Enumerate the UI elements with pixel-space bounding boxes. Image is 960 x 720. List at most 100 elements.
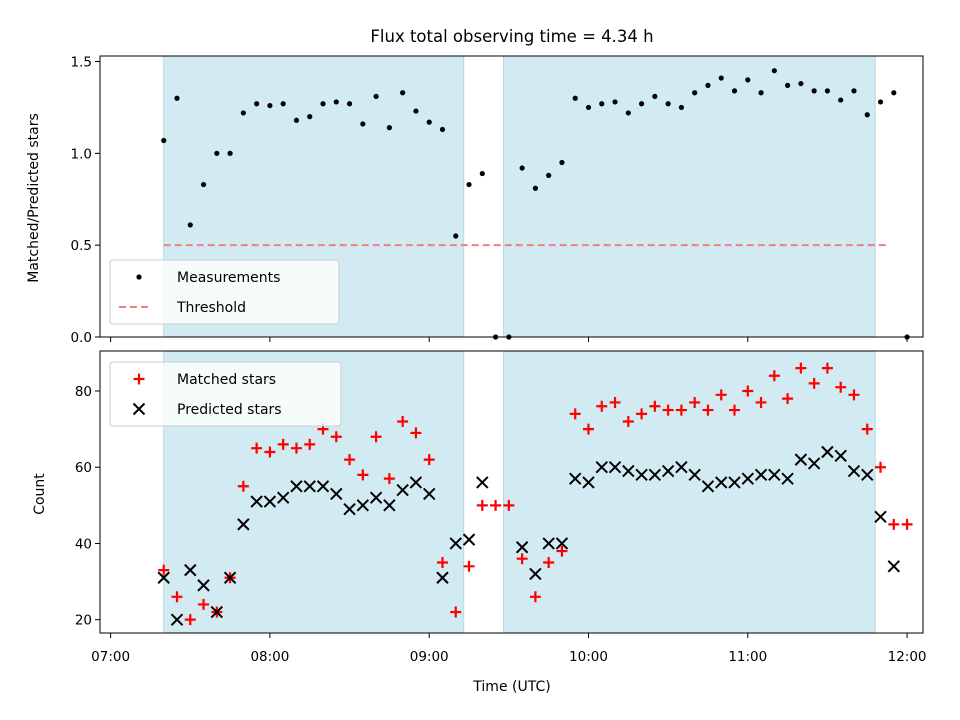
measurement-point: [293, 117, 300, 123]
measurement-point: [400, 90, 406, 96]
y-tick-label: 80: [75, 384, 92, 400]
matched-star-point: [782, 393, 794, 405]
predicted-star-point: [794, 453, 808, 466]
measurement-point: [665, 101, 671, 107]
matched-star-point: [330, 431, 342, 443]
matched-star-point: [689, 396, 701, 408]
predicted-star-point: [754, 468, 768, 482]
measurement-point: [864, 112, 870, 118]
measurement-point: [267, 102, 273, 109]
measurement-point: [546, 172, 552, 178]
measurement-point: [413, 108, 419, 114]
measurement-point: [838, 97, 844, 103]
matched-star-point: [277, 438, 289, 450]
matched-star-point: [622, 416, 634, 427]
bottom-axes: 20 40 60 80 07:00 08:00 09:00 10:00 11:00 12:00: [75, 350, 927, 665]
matched-star-point: [450, 606, 462, 618]
measurement-point: [785, 82, 791, 88]
measurement-point: [877, 99, 884, 105]
matched-star-point: [875, 461, 887, 473]
predicted-star-point: [847, 464, 861, 478]
matched-star-point: [476, 499, 488, 511]
matched-star-point: [556, 545, 568, 557]
predicted-star-point: [409, 476, 423, 489]
top-plot-data: [161, 68, 910, 340]
predicted-star-point: [184, 563, 197, 577]
y-tick-label: 40: [75, 536, 92, 552]
measurement-point: [373, 93, 379, 100]
matched-star-point: [861, 423, 873, 435]
predicted-star-point: [157, 571, 170, 584]
measurement-point: [453, 233, 459, 239]
matched-star-point: [158, 564, 170, 576]
matched-star-point: [729, 404, 741, 416]
measurement-point: [479, 170, 485, 177]
y-tick-label: 0.5: [71, 238, 92, 254]
predicted-star-point: [887, 560, 901, 573]
y-tick-label: 20: [75, 613, 92, 629]
predicted-star-point: [170, 613, 184, 626]
matched-star-point: [582, 423, 594, 435]
predicted-star-point: [728, 476, 741, 489]
measurement-point: [360, 121, 366, 127]
shaded-interval: [503, 55, 876, 338]
matched-star-point: [184, 614, 196, 626]
predicted-star-point: [263, 495, 277, 508]
predicted-star-point: [807, 457, 821, 470]
measurement-point: [758, 90, 764, 96]
measurement-point: [599, 101, 605, 107]
matched-star-point: [636, 408, 648, 420]
predicted-star-point: [356, 499, 370, 512]
legend-label: Predicted stars: [177, 402, 282, 418]
predicted-star-point: [449, 537, 462, 550]
matched-star-point: [675, 404, 687, 416]
measurement-point: [678, 104, 685, 111]
predicted-star-point: [476, 476, 489, 489]
legend-matched-marker: [133, 373, 145, 385]
predicted-star-point: [436, 571, 449, 584]
matched-star-point: [357, 469, 369, 481]
matched-star-point: [596, 400, 608, 412]
predicted-star-point: [542, 537, 555, 550]
matched-star-point: [344, 454, 356, 466]
measurement-point: [798, 80, 804, 87]
measurement-point: [240, 110, 246, 116]
predicted-star-point: [582, 476, 595, 489]
x-tick-label: 09:00: [410, 649, 449, 665]
bottom-xlabel: Time (UTC): [472, 679, 550, 695]
matched-star-point: [888, 518, 900, 530]
matched-star-point: [264, 446, 276, 458]
predicted-star-point: [781, 472, 794, 485]
bottom-panel: 20 40 60 80 07:00 08:00 09:00 10:00 11:00 12:00 C…: [32, 350, 927, 695]
legend-box: [109, 259, 340, 325]
predicted-star-point: [741, 472, 754, 485]
measurement-point: [745, 77, 751, 83]
predicted-star-point: [290, 480, 303, 493]
predicted-star-point: [648, 468, 662, 482]
predicted-star-point: [515, 541, 529, 554]
predicted-star-point: [276, 491, 290, 504]
matched-star-point: [569, 408, 581, 420]
matched-star-point: [529, 591, 541, 603]
matched-star-point: [423, 454, 435, 466]
matched-star-point: [543, 557, 555, 568]
predicted-star-point: [237, 518, 250, 531]
matched-star-point: [490, 499, 502, 511]
axes-frame: [99, 55, 924, 338]
measurement-point: [638, 101, 645, 107]
matched-star-point: [835, 381, 847, 393]
matched-star-point: [370, 431, 382, 443]
predicted-star-point: [595, 461, 608, 474]
matched-star-point: [715, 389, 727, 401]
measurement-point: [692, 90, 698, 96]
predicted-star-point: [396, 483, 409, 497]
predicted-star-point: [768, 468, 781, 482]
bottom-legend: Matched stars Predicted stars: [109, 361, 342, 427]
measurement-point: [386, 125, 392, 131]
predicted-star-point: [701, 480, 715, 493]
legend-measurement-marker: [136, 274, 142, 280]
measurement-point: [532, 185, 538, 191]
predicted-star-point: [210, 605, 224, 619]
matched-star-point: [171, 591, 183, 603]
